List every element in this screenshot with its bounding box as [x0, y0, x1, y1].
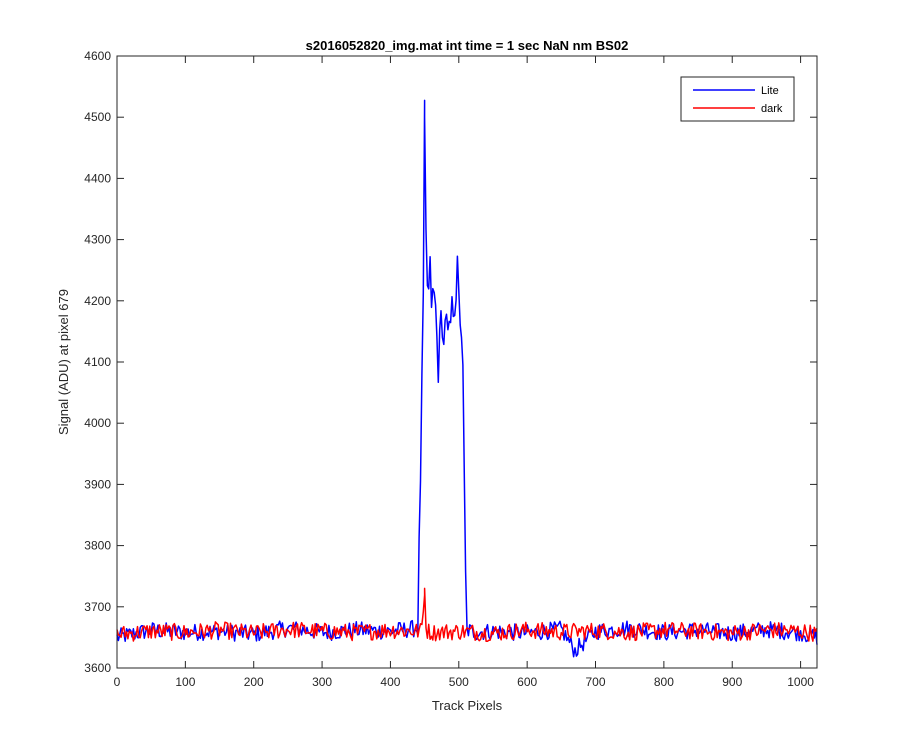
- x-tick-label: 300: [312, 675, 332, 689]
- y-tick-label: 4200: [84, 294, 111, 308]
- y-tick-label: 3900: [84, 477, 111, 491]
- x-tick-label: 900: [722, 675, 742, 689]
- y-tick-label: 4600: [84, 49, 111, 63]
- x-tick-label: 500: [449, 675, 469, 689]
- x-axis-title: Track Pixels: [432, 698, 503, 713]
- x-tick-label: 1000: [787, 675, 814, 689]
- y-tick-label: 4400: [84, 171, 111, 185]
- x-tick-label: 100: [175, 675, 195, 689]
- y-tick-label: 3600: [84, 661, 111, 675]
- axes-group: 0 100 200 300 400 500 600 700 800 900 1000 3600 3700…: [84, 49, 818, 689]
- x-tick-label: 200: [244, 675, 264, 689]
- legend-label-dark: dark: [761, 103, 783, 115]
- x-tick-label: 800: [654, 675, 674, 689]
- y-tick-label: 4500: [84, 110, 111, 124]
- series-line-lite: [116, 99, 818, 658]
- series-group: [116, 99, 818, 658]
- y-axis-title: Signal (ADU) at pixel 679: [56, 289, 71, 435]
- x-tick-label: 700: [586, 675, 606, 689]
- legend-box: [680, 76, 795, 122]
- y-tick-label: 4300: [84, 233, 111, 247]
- y-tick-label: 3700: [84, 600, 111, 614]
- series-line-dark: [116, 587, 818, 643]
- chart-title: s2016052820_img.mat int time = 1 sec NaN…: [306, 38, 629, 53]
- x-tick-label: 600: [517, 675, 537, 689]
- y-tick-label: 4100: [84, 355, 111, 369]
- plot-area: [117, 56, 817, 668]
- x-tick-label: 0: [114, 675, 121, 689]
- legend-label-lite: Lite: [761, 85, 779, 97]
- x-tick-label: 400: [380, 675, 400, 689]
- y-tick-label: 4000: [84, 416, 111, 430]
- legend: Lite dark: [680, 76, 795, 122]
- y-tick-label: 3800: [84, 539, 111, 553]
